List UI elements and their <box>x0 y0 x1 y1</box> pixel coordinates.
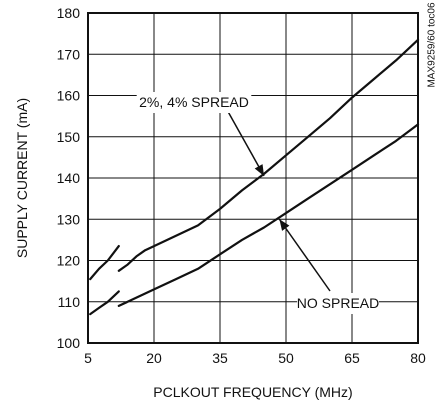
y-axis-label: SUPPLY CURRENT (mA) <box>14 98 30 258</box>
no-spread-arrowhead <box>279 219 290 231</box>
no-spread-label-bg <box>297 293 379 314</box>
y-tick-label: 180 <box>57 5 81 21</box>
x-tick-label: 20 <box>146 350 162 366</box>
x-tick-label: 35 <box>212 350 228 366</box>
spread-arrowhead <box>254 164 264 176</box>
x-tick-label: 80 <box>410 350 426 366</box>
grid-layer <box>88 13 418 343</box>
x-tick-label: 65 <box>344 350 360 366</box>
y-tick-label: 130 <box>57 211 81 227</box>
spread-label-bg <box>136 92 252 113</box>
spread-series-line-segment-1 <box>89 245 120 281</box>
annotation-layer: 2%, 4% SPREAD NO SPREAD <box>136 92 379 314</box>
y-tick-label: 140 <box>57 170 81 186</box>
spread-leader-line <box>225 107 265 177</box>
y-tick-label: 160 <box>57 88 81 104</box>
no-spread-series-line-segment-2 <box>117 123 420 307</box>
y-tick-label: 120 <box>57 253 81 269</box>
spread-annotation: 2%, 4% SPREAD <box>139 94 249 110</box>
no-spread-annotation: NO SPREAD <box>297 295 379 311</box>
y-tick-label: 110 <box>58 294 81 310</box>
no-spread-series-line-segment-1 <box>89 290 120 316</box>
ticks-layer: 5 20 35 50 65 80 100 110 120 130 140 150 160 170 180 <box>57 5 426 366</box>
x-axis-label: PCLKOUT FREQUENCY (MHz) <box>153 384 352 400</box>
x-tick-label: 5 <box>84 350 92 366</box>
x-tick-label: 50 <box>278 350 294 366</box>
curves-layer <box>89 38 420 316</box>
figure-id-label: MAX9259/60 toc06 <box>427 2 438 87</box>
y-tick-label: 150 <box>57 129 81 145</box>
no-spread-leader-line <box>278 218 331 292</box>
y-tick-label: 170 <box>57 46 81 62</box>
spread-series-line-segment-2 <box>117 38 420 272</box>
plot-frame <box>87 12 419 344</box>
y-tick-label: 100 <box>57 335 81 351</box>
